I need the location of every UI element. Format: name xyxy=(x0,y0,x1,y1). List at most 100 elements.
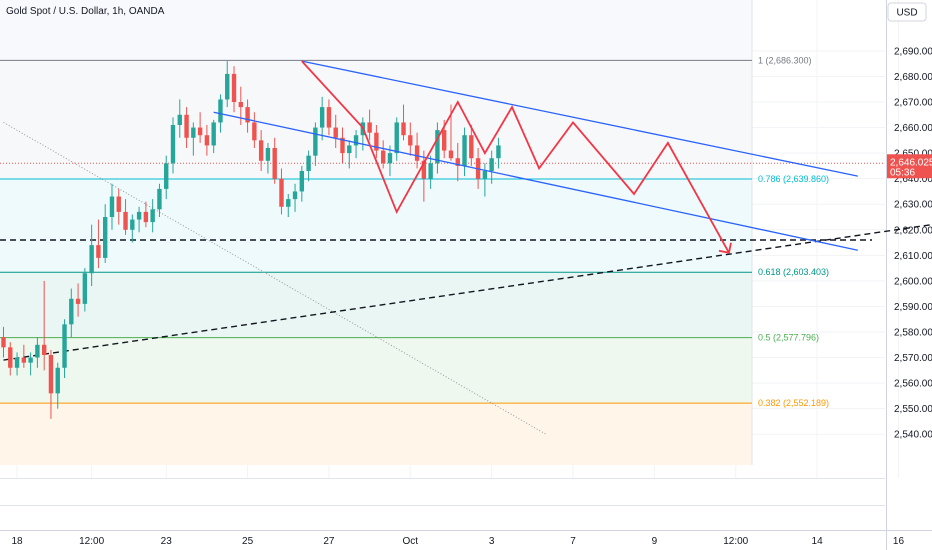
candle-body xyxy=(150,209,155,223)
pane-separator xyxy=(0,505,885,506)
time-axis-border xyxy=(0,530,932,531)
time-axis-tick-label: 14 xyxy=(812,536,824,547)
candle-body xyxy=(340,137,345,154)
candle-body xyxy=(103,217,108,258)
candle-body xyxy=(448,150,454,159)
candle-body xyxy=(177,114,182,125)
candle-body xyxy=(482,171,488,179)
candle-body xyxy=(299,171,305,192)
last-price-tag-bg xyxy=(887,154,932,179)
price-axis-tick-label: 2,680.000 xyxy=(894,72,932,83)
candle-body xyxy=(455,158,460,166)
candle-body xyxy=(170,125,176,164)
candle-body xyxy=(35,344,40,358)
candle-body xyxy=(353,135,359,146)
candle-body xyxy=(82,273,88,304)
price-axis-tick-label: 2,610.000 xyxy=(894,251,932,262)
candle-body xyxy=(89,245,94,274)
candle-body xyxy=(245,107,250,123)
rising-support-dashed-line xyxy=(3,223,932,361)
candle-body xyxy=(197,127,203,136)
candle-body xyxy=(69,298,74,325)
price-axis-tick-label: 2,640.000 xyxy=(894,174,932,185)
price-axis-border xyxy=(886,0,887,550)
candle-body xyxy=(421,160,427,179)
time-axis-tick-label: 7 xyxy=(570,536,576,547)
currency-button-label: USD xyxy=(896,8,917,19)
time-axis-tick-label: 27 xyxy=(323,536,335,547)
fib-label-0.5: 0.5 (2,577.796) xyxy=(758,333,819,343)
chart-title: Gold Spot / U.S. Dollar, 1h, OANDA xyxy=(6,6,165,17)
candle-body xyxy=(394,122,399,154)
candle-body xyxy=(279,178,284,207)
candle-body xyxy=(326,107,332,128)
candle-body xyxy=(292,191,298,200)
candle-body xyxy=(347,145,352,154)
candle-body xyxy=(367,122,372,133)
candle-body xyxy=(238,102,243,108)
currency-button-frame xyxy=(887,2,927,22)
candle-body xyxy=(204,135,210,146)
price-axis-tick-label: 2,620.000 xyxy=(894,225,932,236)
candle-body xyxy=(401,122,406,136)
candle-body xyxy=(380,150,386,164)
candle-body xyxy=(136,211,142,220)
candle-body xyxy=(272,148,277,179)
fib-label-0.786: 0.786 (2,639.860) xyxy=(758,174,829,184)
time-axis-tick-label: 3 xyxy=(489,536,495,547)
fib-zone-0.382 xyxy=(0,403,752,465)
candle-body xyxy=(306,155,311,171)
candle-body xyxy=(428,163,433,179)
price-axis-tick-label: 2,560.000 xyxy=(894,379,932,390)
price-axis-tick-label: 2,570.000 xyxy=(894,353,932,364)
price-axis-tick-label: 2,540.000 xyxy=(894,430,932,441)
zigzag-projection-path[interactable] xyxy=(301,60,730,254)
price-axis-tick-label: 2,580.000 xyxy=(894,328,932,339)
candle-body xyxy=(231,73,237,102)
candle-body xyxy=(258,140,264,161)
time-axis-tick-label: 12:00 xyxy=(723,536,748,547)
currency-button[interactable]: USD xyxy=(887,2,927,22)
candle-body xyxy=(469,135,474,159)
candle-body xyxy=(387,153,393,164)
fib-zone-top xyxy=(0,0,752,61)
price-axis-tick-label: 2,630.000 xyxy=(894,200,932,211)
candle-body xyxy=(218,99,223,123)
channel-upper-line[interactable] xyxy=(301,60,858,177)
candle-body xyxy=(435,130,440,164)
time-axis-tick-label: 9 xyxy=(652,536,658,547)
candle-body xyxy=(75,298,81,304)
last-price-value: 2,646.025 xyxy=(890,157,932,168)
time-axis-tick-label: 18 xyxy=(11,536,23,547)
candle-body xyxy=(143,211,149,223)
candle-body xyxy=(8,347,13,368)
diagonal-dotted-line xyxy=(3,122,547,435)
candle-body xyxy=(225,73,230,100)
fib-zone-0.786 xyxy=(0,179,752,273)
fib-label-0.382: 0.382 (2,552.189) xyxy=(758,398,829,408)
time-axis-tick-label: 12:00 xyxy=(79,536,104,547)
time-axis-tick-label: 16 xyxy=(893,536,905,547)
candle-body xyxy=(252,122,257,141)
zigzag-arrowhead xyxy=(718,242,732,254)
channel-lower-line[interactable] xyxy=(213,111,858,251)
candle-body xyxy=(462,135,467,166)
candle-body xyxy=(123,211,128,230)
candle-body xyxy=(211,122,216,146)
candle-body xyxy=(496,145,501,159)
price-axis-tick-label: 2,600.000 xyxy=(894,276,932,287)
fib-label-0.618: 0.618 (2,603.403) xyxy=(758,267,829,277)
candle-body xyxy=(313,127,318,156)
time-axis-tick-label: 25 xyxy=(242,536,254,547)
candle-body xyxy=(374,132,379,151)
candle-body xyxy=(41,344,47,355)
candle-body xyxy=(109,196,115,217)
price-axis-tick-label: 2,650.000 xyxy=(894,149,932,160)
candle-body xyxy=(157,188,162,210)
candle-body xyxy=(265,148,271,161)
price-axis-tick-label: 2,660.000 xyxy=(894,123,932,134)
candle-body xyxy=(48,355,54,394)
